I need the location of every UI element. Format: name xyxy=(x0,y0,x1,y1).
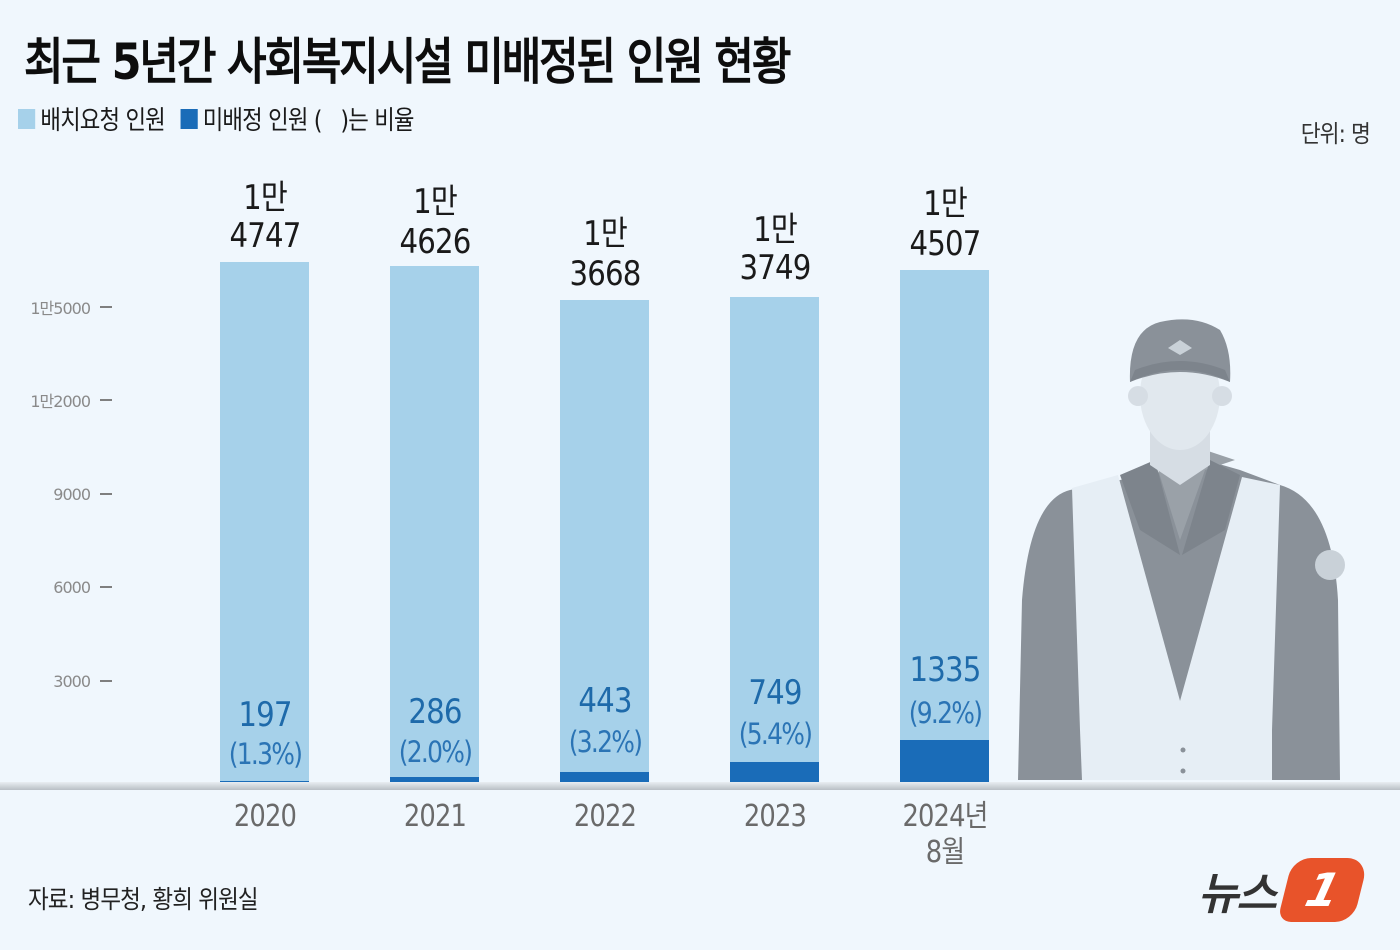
tick-mark xyxy=(100,306,112,308)
x-label-2024: 2024년 xyxy=(902,799,988,834)
legend-item-requested: 배치요청 인원 xyxy=(18,100,166,137)
ear-left xyxy=(1128,386,1148,406)
button xyxy=(1180,768,1186,774)
ratio-2023: (5.4%) xyxy=(738,717,813,751)
value-unassigned-2021: 286 xyxy=(408,692,462,732)
x-label-2020: 2020 xyxy=(233,799,297,834)
value-requested-2022-l1: 1만 xyxy=(583,214,628,254)
value-requested-2023-l2: 3749 xyxy=(739,248,812,288)
x-label-2023: 2023 xyxy=(743,799,807,834)
y-tick-label: 3000 xyxy=(53,671,91,691)
sash-left xyxy=(1072,475,1188,780)
button xyxy=(1180,747,1186,753)
bar-requested-2023 xyxy=(730,297,819,784)
legend-swatch-requested xyxy=(18,108,36,129)
ear-right xyxy=(1212,386,1232,406)
cap-brim xyxy=(1130,361,1230,382)
value-requested-2020-l1: 1만 xyxy=(243,178,288,218)
value-unassigned-2023: 749 xyxy=(748,673,802,713)
sash-right xyxy=(1172,477,1280,780)
bar-requested-2024 xyxy=(900,270,989,784)
tick-mark xyxy=(100,586,112,588)
value-requested-2023-l1: 1만 xyxy=(753,210,798,250)
armband xyxy=(1315,550,1345,580)
chart-title: 최근 5년간 사회복지시설 미배정된 인원 현황 xyxy=(24,33,791,91)
source-credit: 자료: 병무청, 황희 위원실 xyxy=(28,885,259,914)
value-requested-2024-l1: 1만 xyxy=(923,184,968,224)
value-unassigned-2022: 443 xyxy=(578,681,632,721)
y-tick-3000: 3000 xyxy=(0,671,112,691)
value-requested-2022-l2: 3668 xyxy=(569,254,642,294)
value-unassigned-2024: 1335 xyxy=(909,650,982,690)
bar-requested-2022 xyxy=(560,300,649,784)
collar-left xyxy=(1120,460,1180,555)
baseline-floor xyxy=(0,782,1400,790)
collar-right xyxy=(1182,460,1240,555)
y-tick-9000: 9000 xyxy=(0,484,112,504)
cap-badge xyxy=(1168,340,1192,355)
legend: 배치요청 인원 미배정 인원 ( )는 비율 xyxy=(18,100,424,137)
logo-text: 뉴스 xyxy=(1198,869,1277,920)
legend-swatch-unassigned xyxy=(180,108,198,129)
legend-label-unassigned: 미배정 인원 ( )는 비율 xyxy=(202,106,415,136)
y-tick-label: 1만2000 xyxy=(30,392,91,411)
ratio-2022: (3.2%) xyxy=(568,725,643,759)
tick-mark xyxy=(100,399,112,401)
value-requested-2021-l1: 1만 xyxy=(413,182,458,222)
y-tick-12000: 1만2000 xyxy=(0,390,112,411)
unit-label: 단위: 명 xyxy=(1300,120,1371,148)
value-requested-2021-l2: 4626 xyxy=(399,222,472,262)
x-label-2022: 2022 xyxy=(573,799,637,834)
ratio-2024: (9.2%) xyxy=(908,696,983,730)
ratio-2020: (1.3%) xyxy=(228,737,303,771)
bar-unassigned-2024 xyxy=(900,740,989,788)
tick-mark xyxy=(100,493,112,495)
value-requested-2020-l2: 4747 xyxy=(229,216,302,256)
logo-mark-icon: 1 xyxy=(1276,858,1369,922)
bar-requested-2021 xyxy=(390,266,479,784)
value-requested-2024-l2: 4507 xyxy=(909,224,982,264)
y-tick-label: 9000 xyxy=(53,484,91,504)
legend-label-requested: 배치요청 인원 xyxy=(40,106,165,136)
tick-mark xyxy=(100,680,112,682)
bar-requested-2020 xyxy=(220,262,309,784)
y-tick-label: 1만5000 xyxy=(30,299,91,318)
legend-item-unassigned: 미배정 인원 ( )는 비율 xyxy=(180,100,415,137)
ratio-2021: (2.0%) xyxy=(398,735,473,769)
y-tick-15000: 1만5000 xyxy=(0,297,112,318)
x-label-2021: 2021 xyxy=(403,799,467,834)
news1-logo: 뉴스 1 xyxy=(1198,858,1369,922)
value-unassigned-2020: 197 xyxy=(238,695,292,735)
y-tick-label: 6000 xyxy=(53,577,91,597)
y-tick-6000: 6000 xyxy=(0,577,112,597)
worker-illustration xyxy=(1018,319,1345,780)
x-label-2024-month: 8월 xyxy=(925,835,965,870)
